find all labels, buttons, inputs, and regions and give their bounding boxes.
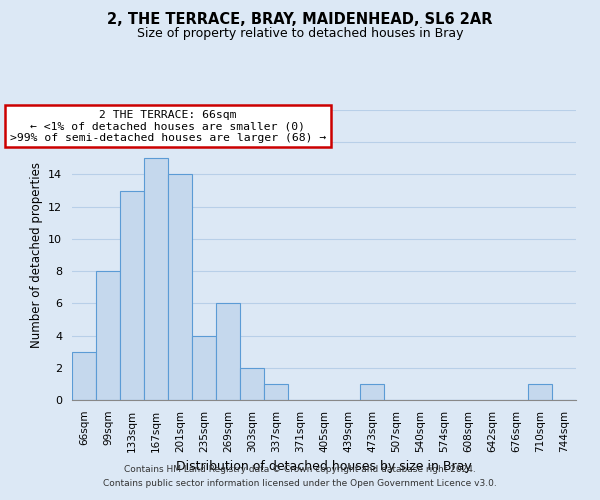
Bar [120, 190, 144, 400]
Bar [168, 174, 192, 400]
Text: 2, THE TERRACE, BRAY, MAIDENHEAD, SL6 2AR: 2, THE TERRACE, BRAY, MAIDENHEAD, SL6 2A… [107, 12, 493, 28]
Bar [72, 352, 96, 400]
Text: Contains HM Land Registry data © Crown copyright and database right 2024.
Contai: Contains HM Land Registry data © Crown c… [103, 466, 497, 487]
Bar [264, 384, 288, 400]
X-axis label: Distribution of detached houses by size in Bray: Distribution of detached houses by size … [176, 460, 472, 473]
Bar [216, 304, 240, 400]
Y-axis label: Number of detached properties: Number of detached properties [29, 162, 43, 348]
Text: Size of property relative to detached houses in Bray: Size of property relative to detached ho… [137, 28, 463, 40]
Bar [240, 368, 264, 400]
Bar [96, 271, 120, 400]
Bar [144, 158, 168, 400]
Bar [360, 384, 384, 400]
Bar [192, 336, 216, 400]
Text: 2 THE TERRACE: 66sqm
← <1% of detached houses are smaller (0)
>99% of semi-detac: 2 THE TERRACE: 66sqm ← <1% of detached h… [10, 110, 326, 142]
Bar [528, 384, 552, 400]
